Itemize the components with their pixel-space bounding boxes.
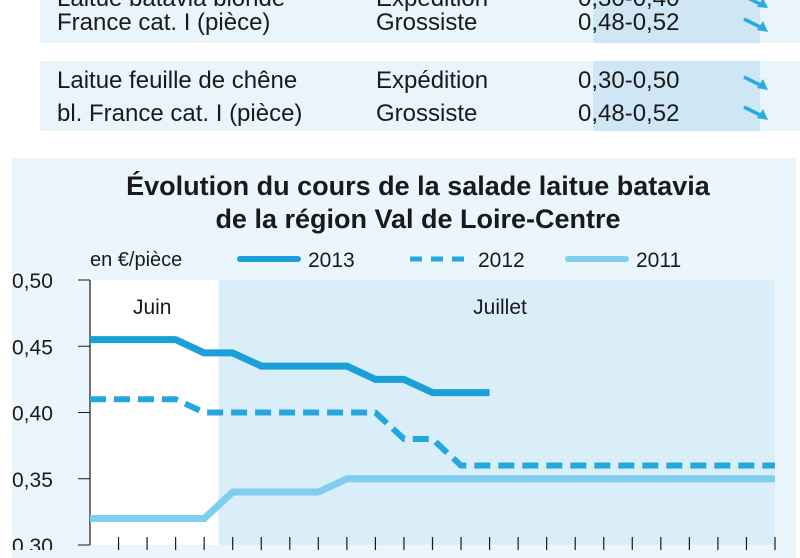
price-column — [593, 61, 760, 131]
series-line-2011 — [90, 475, 775, 522]
y-tick-label: 0,35 — [12, 469, 53, 492]
price-column — [593, 0, 760, 43]
price-table-row-1 — [40, 0, 800, 43]
y-tick-label: 0,30 — [12, 535, 53, 550]
market-stage: Grossiste — [376, 9, 478, 36]
market-stage: Grossiste — [376, 100, 478, 127]
market-stage: Expédition — [376, 0, 488, 15]
chart-title-line-2: de la région Val de Loire-Centre — [215, 204, 620, 234]
price-range: 0,30-0,40 — [578, 0, 679, 15]
legend-label-2011: 2011 — [636, 249, 681, 272]
product-name: Laitue feuille de chêne — [57, 67, 298, 94]
plot-area-june — [90, 280, 219, 545]
trend-down-arrow-icon — [743, 105, 768, 120]
period-label-july: Juillet — [473, 296, 527, 319]
y-axis-unit-label: en €/pièce — [90, 249, 182, 271]
series-line-2012 — [90, 396, 775, 469]
price-range: 0,48-0,52 — [578, 9, 680, 36]
period-label-june: Juin — [133, 296, 172, 319]
trend-down-arrow-icon — [743, 75, 768, 90]
series-line-2013 — [90, 336, 490, 397]
product-name: Laitue batavia blonde — [57, 0, 285, 15]
trend-down-arrow-icon — [743, 17, 768, 32]
y-tick-label: 0,45 — [12, 336, 53, 359]
market-stage: Expédition — [376, 67, 489, 94]
chart-title-line-1: Évolution du cours de la salade laitue b… — [126, 170, 711, 201]
price-range: 0,48-0,52 — [578, 100, 680, 127]
product-name: France cat. I (pièce) — [57, 9, 271, 36]
legend-label-2013: 2013 — [308, 249, 355, 272]
y-tick-label: 0,50 — [12, 270, 53, 293]
product-name: bl. France cat. I (pièce) — [57, 100, 303, 127]
price-table-row-2 — [40, 61, 800, 131]
plot-area-july — [218, 280, 775, 545]
y-tick-label: 0,40 — [12, 403, 53, 426]
price-range: 0,30-0,50 — [578, 67, 680, 94]
legend-label-2012: 2012 — [478, 249, 525, 272]
trend-down-arrow-icon — [748, 0, 768, 8]
